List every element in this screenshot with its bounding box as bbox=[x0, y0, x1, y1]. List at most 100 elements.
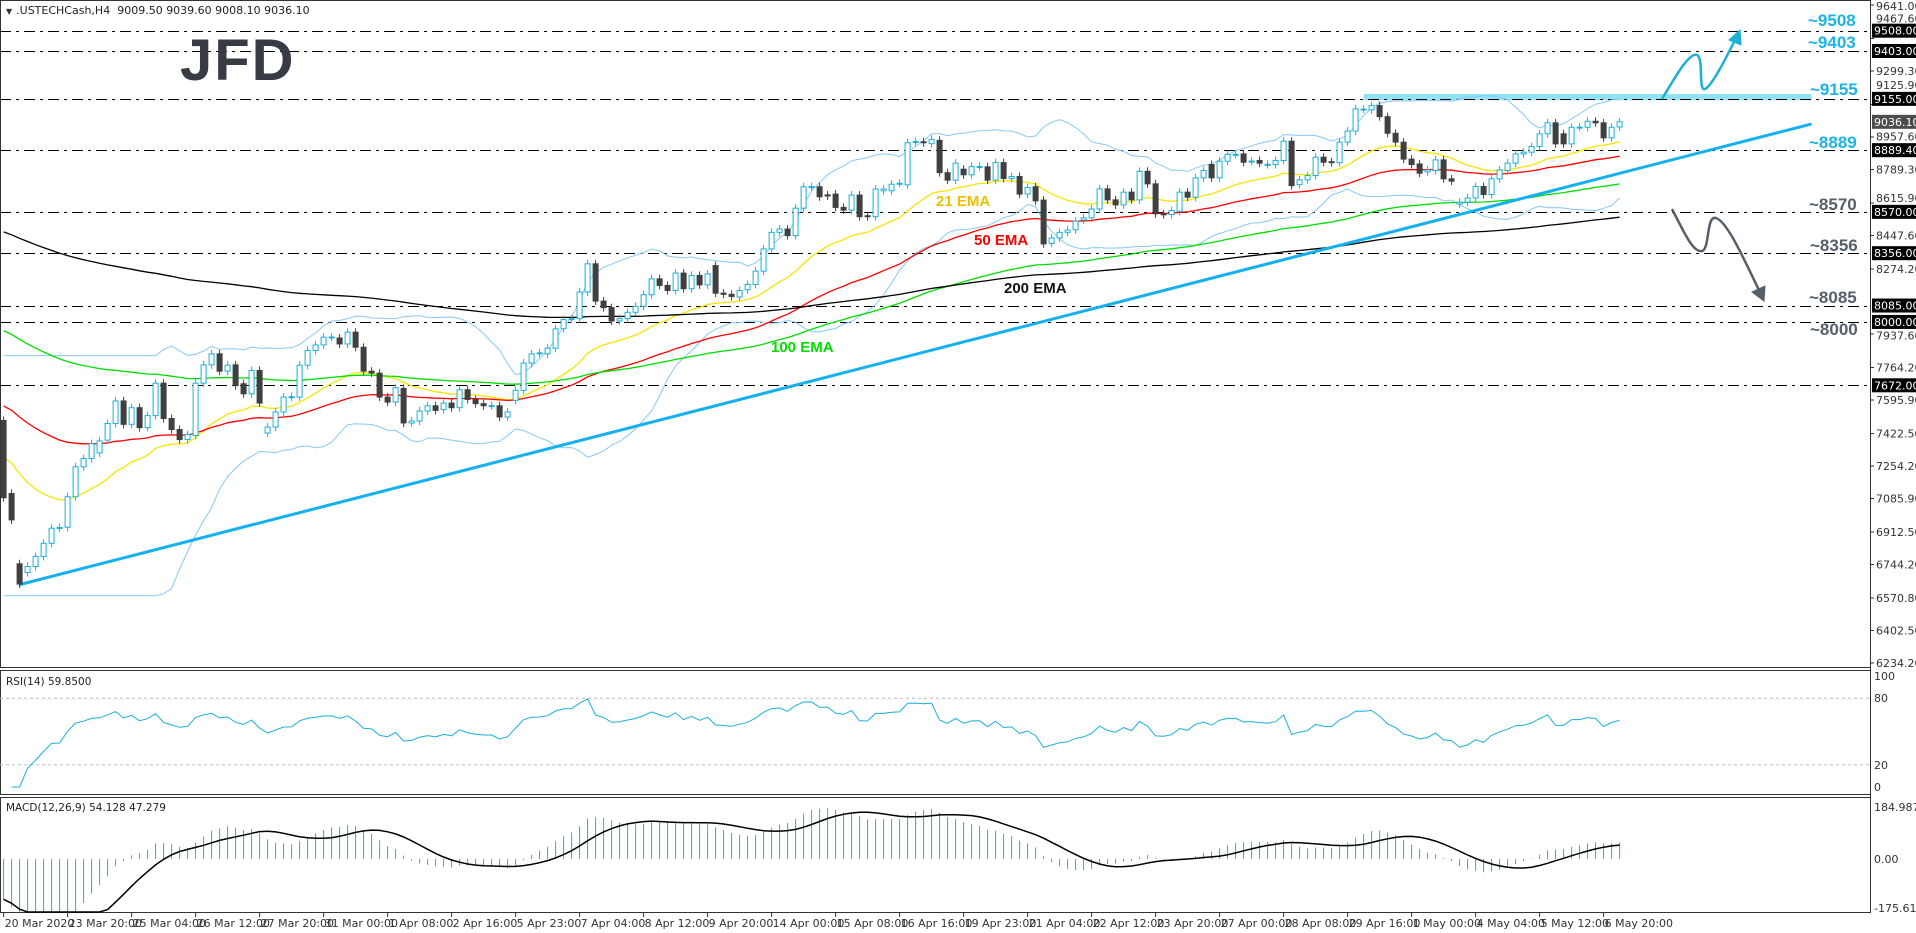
time-tick-label: 5 May 12:00 bbox=[1541, 917, 1609, 930]
macd-tick-label: -175.618 bbox=[1874, 902, 1916, 915]
bullish-candle bbox=[1432, 159, 1439, 172]
bearish-candle bbox=[1328, 161, 1335, 164]
level-price-box bbox=[1872, 378, 1916, 393]
bullish-candle bbox=[504, 411, 511, 418]
bullish-scenario-arrow bbox=[1660, 37, 1738, 100]
bullish-candle bbox=[648, 278, 655, 296]
level-price-label: 9155.00 bbox=[1874, 93, 1916, 106]
main-panel-border bbox=[0, 0, 1871, 668]
ema50-line bbox=[3, 155, 1620, 445]
level-price-box bbox=[1872, 246, 1916, 261]
ema200-label: 200 EMA bbox=[1004, 280, 1067, 297]
bearish-candle bbox=[1392, 132, 1399, 143]
macd-histogram bbox=[3, 808, 1621, 912]
bullish-candle bbox=[288, 396, 295, 399]
bearish-candle bbox=[656, 278, 663, 286]
bullish-candle bbox=[1496, 169, 1503, 180]
bearish-candle bbox=[336, 337, 343, 345]
jfd-logo: JFD bbox=[180, 28, 296, 93]
bullish-candle bbox=[1616, 121, 1623, 128]
time-tick-label: 20 Mar 2020 bbox=[5, 917, 75, 930]
bullish-candle bbox=[1568, 126, 1575, 145]
bullish-candle bbox=[200, 364, 207, 384]
time-tick-label: 15 Apr 08:00 bbox=[837, 917, 909, 930]
bullish-candle bbox=[976, 165, 983, 168]
arrow-down-icon bbox=[1751, 285, 1766, 302]
bullish-candle bbox=[616, 318, 623, 322]
bearish-candle bbox=[464, 389, 471, 400]
bullish-candle bbox=[488, 405, 495, 408]
bullish-candle bbox=[1280, 140, 1287, 161]
bullish-candle bbox=[1456, 201, 1463, 205]
bullish-candle bbox=[536, 352, 543, 355]
bullish-candle bbox=[704, 273, 711, 286]
bullish-candle bbox=[1296, 179, 1303, 186]
bullish-candle bbox=[1464, 197, 1471, 203]
time-tick-label: 27 Mar 20:00 bbox=[261, 917, 334, 930]
bearish-candle bbox=[1112, 199, 1119, 206]
bullish-candle bbox=[208, 353, 215, 366]
bearish-candle bbox=[432, 405, 439, 411]
level-annotation-8570: ~8570 bbox=[1809, 195, 1857, 214]
bearish-candle bbox=[832, 193, 839, 208]
bullish-candle bbox=[24, 565, 31, 573]
level-annotation-8889: ~8889 bbox=[1809, 133, 1857, 152]
bearish-candle bbox=[8, 492, 15, 521]
price-tick-label: 6912.50 bbox=[1876, 526, 1916, 539]
bearish-candle bbox=[1104, 188, 1111, 201]
bullish-candle bbox=[96, 440, 103, 454]
bullish-candle bbox=[1080, 217, 1087, 221]
bullish-candle bbox=[1264, 163, 1271, 166]
bullish-candle bbox=[912, 141, 919, 144]
bearish-candle bbox=[136, 407, 143, 429]
price-tick-label: 9641.00 bbox=[1876, 0, 1916, 13]
price-tick-label: 9299.30 bbox=[1876, 65, 1916, 78]
bearish-candle bbox=[400, 387, 407, 424]
bearish-candle bbox=[680, 272, 687, 290]
bearish-candle bbox=[496, 405, 503, 418]
bullish-candle bbox=[1088, 208, 1095, 219]
ema50-label: 50 EMA bbox=[974, 232, 1029, 249]
bearish-candle bbox=[936, 139, 943, 174]
price-tick-label: 9125.90 bbox=[1876, 79, 1916, 92]
bearish-scenario-arrow bbox=[1670, 208, 1762, 293]
dropdown-triangle-icon[interactable]: ▼ bbox=[6, 7, 13, 16]
bullish-candle bbox=[408, 420, 415, 424]
bullish-candle bbox=[1168, 210, 1175, 216]
time-tick-label: 21 Apr 04:00 bbox=[1029, 917, 1101, 930]
bullish-candle bbox=[224, 364, 231, 372]
bullish-candle bbox=[1544, 122, 1551, 135]
bearish-candle bbox=[480, 403, 487, 407]
bullish-candle bbox=[1312, 156, 1319, 177]
bullish-candle bbox=[456, 389, 463, 409]
bearish-candle bbox=[696, 274, 703, 286]
bullish-candle bbox=[624, 311, 631, 320]
bullish-candle bbox=[1368, 105, 1375, 111]
bearish-candle bbox=[1384, 116, 1391, 134]
bullish-candle bbox=[392, 387, 399, 403]
ema200-line bbox=[3, 216, 1620, 319]
level-price-label: 8085.00 bbox=[1874, 300, 1916, 313]
bearish-candle bbox=[1160, 213, 1167, 216]
bullish-candle bbox=[528, 353, 535, 364]
time-tick-label: 7 Apr 04:00 bbox=[581, 917, 646, 930]
bullish-candle bbox=[1304, 175, 1311, 181]
price-tick-label: 8789.30 bbox=[1876, 164, 1916, 177]
time-tick-label: 28 Apr 08:00 bbox=[1285, 917, 1357, 930]
bullish-candle bbox=[1096, 188, 1103, 210]
bearish-candle bbox=[1600, 122, 1607, 139]
bullish-candle bbox=[848, 194, 855, 211]
bearish-candle bbox=[368, 370, 375, 374]
bullish-candle bbox=[248, 369, 255, 395]
resistance-zone bbox=[1363, 94, 1812, 101]
time-tick-label: 4 May 04:00 bbox=[1477, 917, 1545, 930]
level-price-box bbox=[1872, 314, 1916, 329]
price-tick-label: 7937.60 bbox=[1876, 330, 1916, 343]
price-tick-label: 8957.60 bbox=[1876, 130, 1916, 143]
bullish-candle bbox=[1576, 126, 1583, 129]
bearish-candle bbox=[1552, 122, 1559, 145]
bullish-candle bbox=[872, 188, 879, 218]
bullish-candle bbox=[88, 443, 95, 460]
